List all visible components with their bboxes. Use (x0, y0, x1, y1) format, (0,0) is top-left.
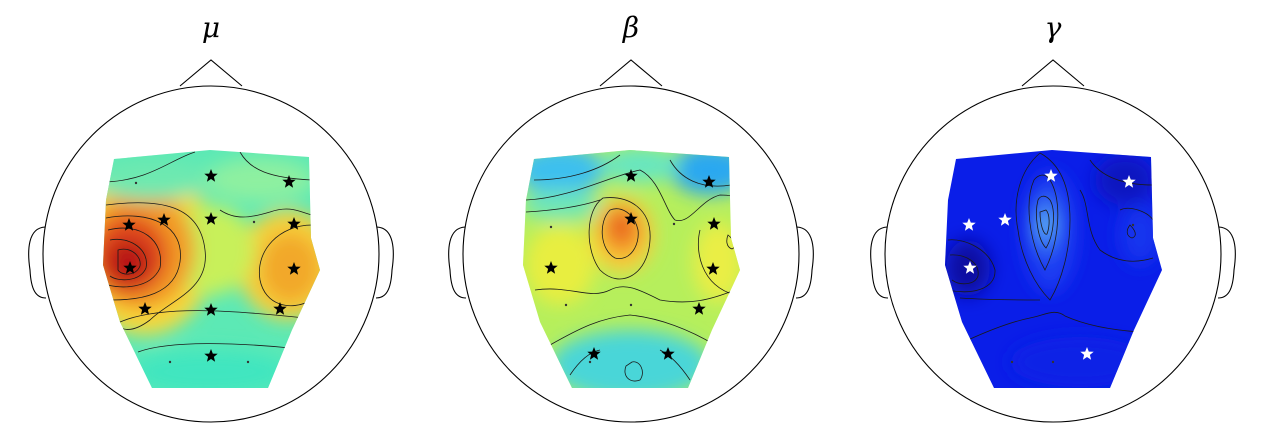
panel-mu: μ (28, 11, 394, 423)
heatmap-gamma (945, 150, 1162, 388)
panel-gamma: γ (870, 11, 1236, 423)
heatmap-beta (523, 150, 740, 388)
head-outline-mu (28, 59, 394, 423)
panel-title-gamma: γ (1045, 11, 1062, 44)
head-outline-beta (448, 59, 814, 423)
head-outline-gamma (870, 59, 1236, 423)
panel-title-mu: μ (202, 11, 220, 44)
heatmap-mu (103, 150, 320, 388)
panel-title-beta: β (622, 11, 639, 44)
panel-beta: β (448, 11, 814, 423)
